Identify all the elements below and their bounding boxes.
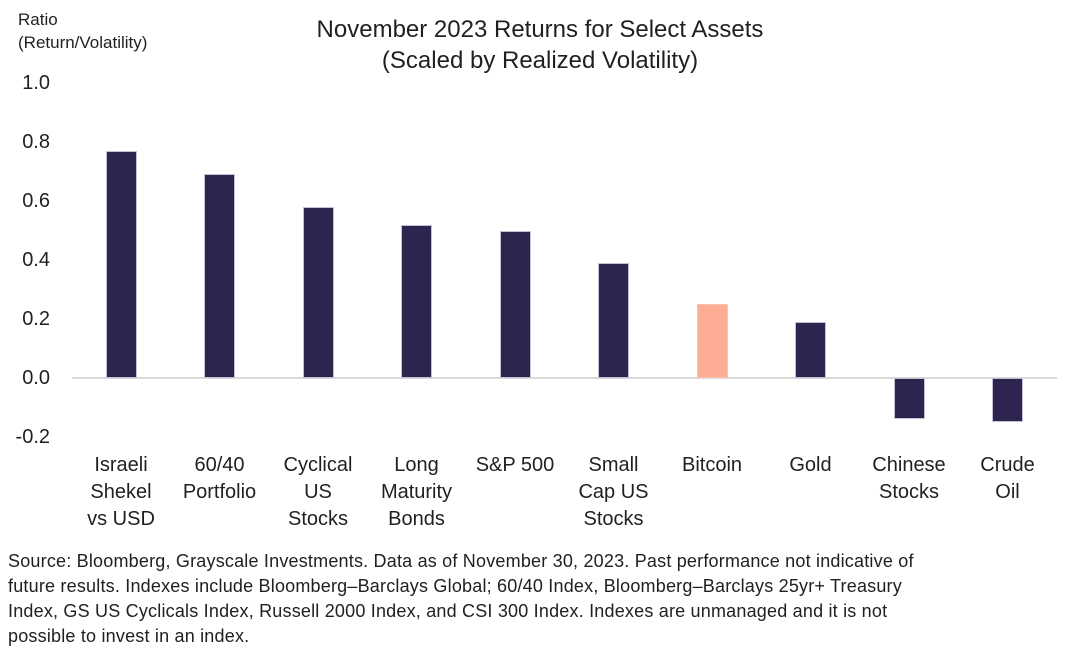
x-category-label-line: Bonds — [388, 508, 445, 530]
x-category-label-line: Israeli — [94, 454, 148, 476]
bar-israeli-shekel-vs-usd — [105, 150, 137, 378]
x-category-label-line: Stocks — [287, 508, 349, 530]
source-footnote-line1: Source: Bloomberg, Grayscale Investments… — [8, 551, 914, 571]
x-category-label-line: US — [304, 481, 332, 503]
bar-crude-oil — [992, 378, 1023, 423]
x-category-label-line: Bitcoin — [681, 454, 743, 476]
y-tick-label-1.0: 1.0 — [22, 72, 50, 94]
source-footnote: Source: Bloomberg, Grayscale Investments… — [8, 549, 1074, 649]
bar-cyclical-us-stocks — [302, 206, 334, 378]
x-category-label-crude-oil: Crude Oil — [980, 452, 1034, 506]
x-category-label-bitcoin: Bitcoin — [682, 452, 742, 479]
chart-title: November 2023 Returns for Select Assets … — [0, 14, 1080, 76]
x-category-label-line: Oil — [995, 481, 1020, 503]
x-category-label-line: Cap US — [578, 481, 649, 503]
x-category-label-line: Long — [394, 454, 439, 476]
x-category-label-cyclical-us-stocks: Cyclical US Stocks — [284, 452, 353, 533]
y-tick-label--0.2: -0.2 — [15, 426, 50, 448]
y-axis-title: Ratio (Return/Volatility) — [18, 8, 147, 54]
y-tick-label-0.2: 0.2 — [22, 308, 50, 330]
x-category-label-line: Crude — [980, 454, 1035, 476]
bar-s-p-500 — [499, 230, 531, 378]
x-category-label-line: Small — [588, 454, 639, 476]
x-category-label-line: Stocks — [583, 508, 644, 530]
y-axis-title-line2: (Return/Volatility) — [18, 33, 148, 52]
bar-bitcoin — [696, 304, 728, 378]
source-footnote-line4: possible to invest in an index. — [8, 626, 250, 646]
y-tick-label-0.8: 0.8 — [22, 131, 50, 153]
y-axis-title-line1: Ratio — [18, 10, 58, 29]
y-tick-label-0.6: 0.6 — [22, 190, 50, 212]
x-category-label-small-cap-us-stocks: Small Cap US Stocks — [578, 452, 648, 533]
x-axis-category-labels: Israeli Shekel vs USD 60/40 Portfolio Cyclica… — [0, 452, 1080, 542]
x-axis-zero-line — [72, 377, 1057, 379]
x-category-label-line: Portfolio — [182, 481, 257, 503]
bar-chinese-stocks — [893, 378, 925, 420]
y-tick-label-0.4: 0.4 — [22, 249, 50, 271]
x-category-label-line: Shekel — [90, 481, 152, 503]
x-category-label-line: Chinese — [872, 454, 946, 476]
x-category-label-60-40-portfolio: 60/40 Portfolio — [183, 452, 256, 506]
x-category-label-gold: Gold — [789, 452, 831, 479]
source-footnote-line2: future results. Indexes include Bloomber… — [8, 576, 902, 596]
x-category-label-line: Stocks — [878, 481, 940, 503]
x-category-label-line: Cyclical — [283, 454, 353, 476]
chart-title-line2: (Scaled by Realized Volatility) — [381, 47, 699, 74]
x-category-label-line: vs USD — [87, 508, 155, 530]
x-category-label-line: 60/40 — [194, 454, 245, 476]
chart-title-line1: November 2023 Returns for Select Assets — [316, 16, 764, 43]
x-category-label-long-maturity-bonds: Long Maturity Bonds — [381, 452, 452, 533]
bar-gold — [795, 321, 826, 378]
x-category-label-line: Gold — [789, 454, 832, 476]
x-category-label-chinese-stocks: Chinese Stocks — [872, 452, 945, 506]
bar-60-40-portfolio — [204, 174, 235, 378]
bar-small-cap-us-stocks — [598, 262, 629, 378]
bar-long-maturity-bonds — [401, 224, 432, 378]
x-category-label-line: S&P 500 — [475, 454, 555, 476]
x-category-label-line: Maturity — [380, 481, 453, 503]
source-footnote-line3: Index, GS US Cyclicals Index, Russell 20… — [8, 601, 888, 621]
x-category-label-s-p-500: S&P 500 — [476, 452, 555, 479]
x-category-label-israeli-shekel-vs-usd: Israeli Shekel vs USD — [87, 452, 155, 533]
y-tick-label-0.0: 0.0 — [22, 367, 50, 389]
